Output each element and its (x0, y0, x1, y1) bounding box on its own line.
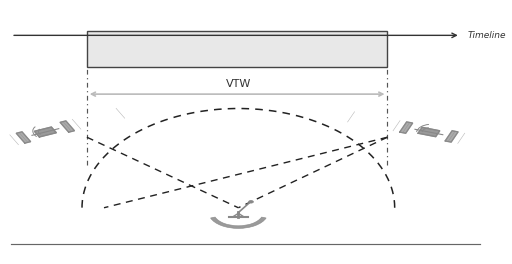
Polygon shape (60, 121, 75, 132)
Text: Timeline: Timeline (468, 31, 506, 40)
Polygon shape (418, 127, 440, 137)
Polygon shape (400, 122, 413, 133)
Polygon shape (16, 132, 31, 143)
Bar (87, 31, 388, 67)
Wedge shape (210, 217, 266, 228)
Polygon shape (34, 127, 56, 137)
Polygon shape (445, 131, 458, 142)
Circle shape (248, 201, 253, 203)
Text: VTW: VTW (226, 79, 251, 89)
